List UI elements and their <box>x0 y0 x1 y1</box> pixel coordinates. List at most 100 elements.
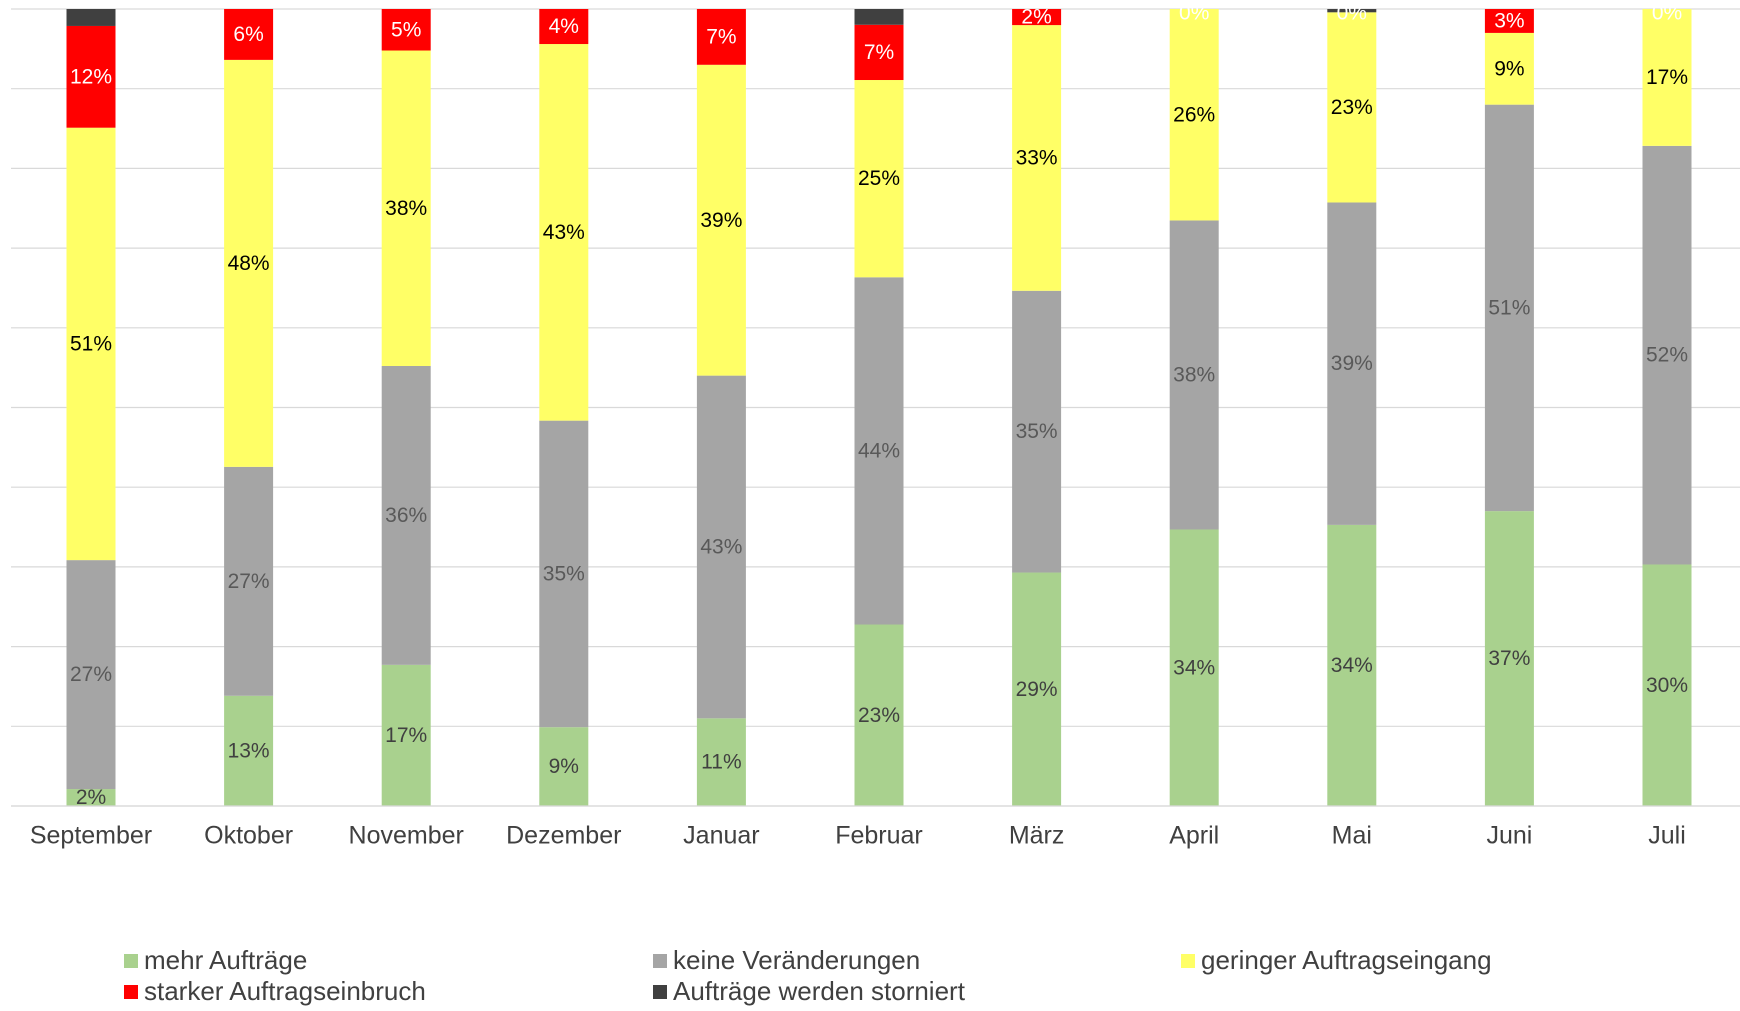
bar-segment <box>539 44 589 421</box>
bar-segment <box>66 127 116 561</box>
legend-label: Aufträge werden storniert <box>673 976 966 1006</box>
data-label: 39% <box>700 209 742 232</box>
legend-label: keine Veränderungen <box>673 945 920 975</box>
bar-segment <box>1484 9 1534 33</box>
bar-segment <box>1642 145 1692 565</box>
bar-segment <box>1484 104 1534 512</box>
bar-segment <box>696 718 746 806</box>
data-label: 38% <box>385 197 427 220</box>
bar-segment <box>696 375 746 719</box>
data-label: 52% <box>1646 344 1688 367</box>
data-label: 0% <box>1179 2 1209 25</box>
legend-swatch <box>653 985 667 999</box>
data-label: 9% <box>549 755 579 778</box>
data-label: 2% <box>76 786 106 809</box>
data-label: 5% <box>391 18 421 41</box>
bar-segment <box>696 9 746 65</box>
bar-segment <box>539 9 589 45</box>
data-label: 17% <box>385 724 427 747</box>
legend-swatch <box>653 954 667 968</box>
bar-segment <box>1169 529 1219 806</box>
x-tick-label: November <box>349 822 464 850</box>
bar-segment <box>381 664 431 806</box>
bar-segment <box>1327 9 1377 13</box>
bar-segment <box>854 9 904 25</box>
data-label: 25% <box>858 167 900 190</box>
bar-segment <box>381 365 431 665</box>
bar-segment <box>381 50 431 366</box>
bar-segment <box>66 9 116 26</box>
bar-segment <box>1327 524 1377 806</box>
bar-segment <box>1169 220 1219 530</box>
data-label: 30% <box>1646 674 1688 697</box>
bar-segment <box>1484 511 1534 806</box>
data-label: 48% <box>228 252 270 275</box>
x-tick-label: Mai <box>1332 822 1372 850</box>
legend-swatch <box>124 954 138 968</box>
bar-segment <box>1169 9 1219 221</box>
bar-segment <box>1012 9 1062 26</box>
bar-segment <box>1484 32 1534 105</box>
data-label: 37% <box>1488 647 1530 670</box>
data-label: 0% <box>1337 2 1367 25</box>
data-label: 36% <box>385 504 427 527</box>
x-tick-label: April <box>1169 822 1219 850</box>
x-tick-label: Januar <box>683 822 759 850</box>
bar-segment <box>1012 572 1062 806</box>
data-label: 9% <box>1494 57 1524 80</box>
bar-segment <box>539 420 589 728</box>
data-label: 43% <box>700 536 742 559</box>
bar-segment <box>66 25 116 128</box>
x-tick-label: Juni <box>1486 822 1532 850</box>
data-label: 23% <box>858 704 900 727</box>
bar-segment <box>696 64 746 376</box>
data-label: 27% <box>70 663 112 686</box>
data-label: 38% <box>1173 364 1215 387</box>
bar-segment <box>539 727 589 806</box>
data-label: 0% <box>1652 2 1682 25</box>
data-label: 26% <box>1173 103 1215 126</box>
data-label: 51% <box>70 332 112 355</box>
data-label: 39% <box>1331 352 1373 375</box>
bar-segment <box>1012 290 1062 573</box>
bar-segment <box>1642 9 1692 146</box>
data-label: 3% <box>1494 10 1524 33</box>
data-label: 13% <box>228 739 270 762</box>
data-label: 11% <box>701 751 741 774</box>
legend-label: mehr Aufträge <box>144 945 307 975</box>
data-label: 2% <box>1021 6 1051 29</box>
x-tick-label: September <box>30 822 152 850</box>
data-label: 33% <box>1016 146 1058 169</box>
legend-swatch <box>124 985 138 999</box>
legend-swatch <box>1181 954 1195 968</box>
bar-segment <box>224 9 274 60</box>
bar-segment <box>381 9 431 51</box>
data-label: 4% <box>549 15 579 38</box>
data-label: 51% <box>1488 296 1530 319</box>
data-label: 6% <box>233 23 263 46</box>
data-label: 35% <box>1016 420 1058 443</box>
bar-segment <box>224 695 274 806</box>
x-tick-label: März <box>1009 822 1065 850</box>
x-tick-label: Februar <box>835 822 923 850</box>
data-label: 43% <box>543 221 585 244</box>
bar-segment <box>854 24 904 81</box>
data-label: 17% <box>1646 66 1688 89</box>
data-label: 34% <box>1331 654 1373 677</box>
data-label: 35% <box>543 562 585 585</box>
bar-segment <box>1642 564 1692 806</box>
data-label: 7% <box>864 41 894 64</box>
bar-segment <box>66 560 116 790</box>
data-label: 44% <box>858 439 900 462</box>
data-label: 29% <box>1016 678 1058 701</box>
bar-segment <box>1327 202 1377 525</box>
x-tick-label: Juli <box>1648 822 1686 850</box>
x-tick-label: Oktober <box>204 822 293 850</box>
data-label: 7% <box>706 25 736 48</box>
bar-segment <box>224 466 274 696</box>
legend-label: starker Auftragseinbruch <box>144 976 426 1006</box>
data-label: 23% <box>1331 96 1373 119</box>
bar-segment <box>854 80 904 278</box>
data-label: 34% <box>1173 656 1215 679</box>
